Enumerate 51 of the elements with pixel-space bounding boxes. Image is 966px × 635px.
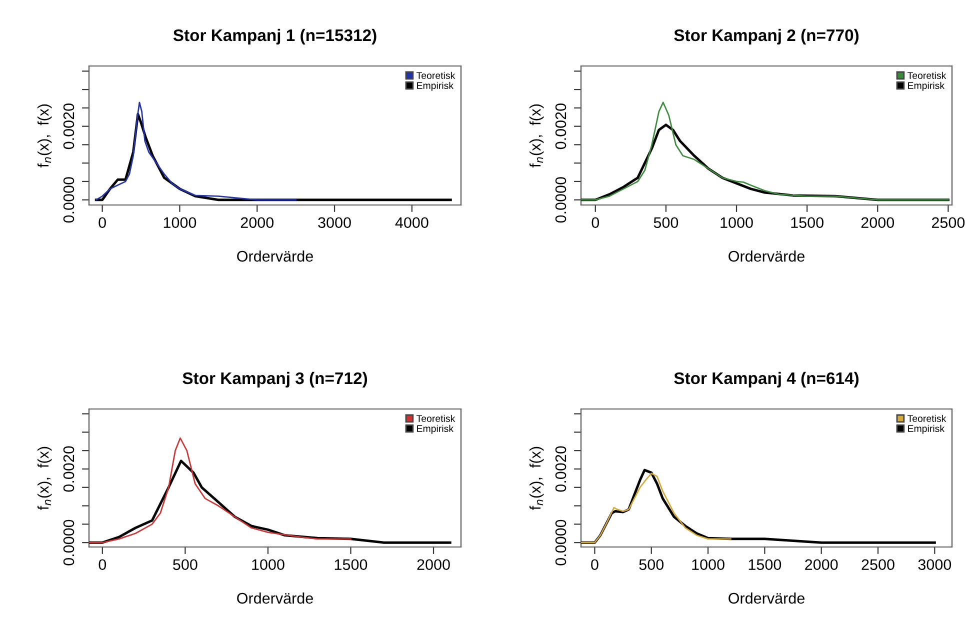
- x-tick-label: 500: [639, 559, 664, 570]
- chart-title: Stor Kampanj 3 (n=712): [182, 372, 368, 388]
- x-tick-label: 3000: [318, 217, 351, 228]
- x-tick-label: 0: [98, 559, 106, 570]
- x-tick-label: 4000: [395, 217, 428, 228]
- x-tick-label: 1000: [164, 217, 196, 228]
- x-tick-label: 2500: [862, 559, 894, 570]
- x-tick-label: 2500: [932, 217, 965, 228]
- y-axis-title: f$_{n}$(x), f(x): [37, 446, 52, 510]
- y-axis-title: f$_{n}$(x), f(x): [37, 104, 52, 168]
- x-tick-label: 1500: [748, 559, 782, 570]
- chart-title: Stor Kampanj 1 (n=15312): [173, 28, 376, 44]
- chart-title: Stor Kampanj 2 (n=770): [674, 28, 859, 44]
- x-tick-label: 500: [654, 217, 678, 228]
- x-tick-label: 1000: [692, 559, 724, 570]
- x-axis-title: Ordervärde: [728, 250, 804, 262]
- x-tick-label: 1500: [334, 559, 368, 570]
- legend-label: Empirisk: [417, 424, 454, 434]
- x-tick-label: 1000: [720, 217, 753, 228]
- y-axis-title: f$_{n}$(x), f(x): [529, 104, 544, 168]
- x-axis-title: Ordervärde: [237, 250, 313, 262]
- legend-label: Empirisk: [908, 82, 945, 91]
- y-tick-label: 0.0020: [63, 446, 74, 492]
- y-tick-label: 0.0020: [63, 104, 74, 150]
- x-tick-label: 0: [591, 559, 598, 570]
- x-tick-label: 0: [98, 217, 106, 228]
- legend-label: Teoretisk: [416, 72, 456, 79]
- legend-label: Teoretisk: [416, 414, 456, 422]
- legend-label: Teoretisk: [907, 414, 946, 422]
- x-tick-label: 2000: [240, 217, 274, 228]
- x-tick-label: 1500: [791, 217, 824, 228]
- x-tick-label: 2000: [417, 559, 450, 570]
- x-tick-label: 500: [173, 559, 198, 570]
- x-tick-label: 0: [592, 217, 600, 228]
- y-axis-title: f$_{n}$(x), f(x): [529, 446, 544, 510]
- y-tick-label: 0.0000: [63, 520, 74, 566]
- y-tick-label: 0.0000: [555, 520, 566, 566]
- x-tick-label: 3000: [918, 559, 952, 570]
- x-tick-label: 2000: [861, 217, 894, 228]
- legend-label: Empirisk: [417, 82, 454, 91]
- legend-label: Teoretisk: [907, 72, 946, 79]
- x-tick-label: 2000: [805, 559, 838, 570]
- y-tick-label: 0.0020: [555, 446, 566, 492]
- x-axis-title: Ordervärde: [237, 592, 313, 604]
- x-tick-label: 1000: [252, 559, 284, 570]
- x-axis-title: Ordervärde: [728, 592, 804, 604]
- y-tick-label: 0.0000: [63, 177, 74, 223]
- y-tick-label: 0.0000: [555, 177, 566, 223]
- legend-label: Empirisk: [908, 424, 945, 434]
- chart-title: Stor Kampanj 4 (n=614): [674, 372, 859, 388]
- y-tick-label: 0.0020: [555, 104, 566, 150]
